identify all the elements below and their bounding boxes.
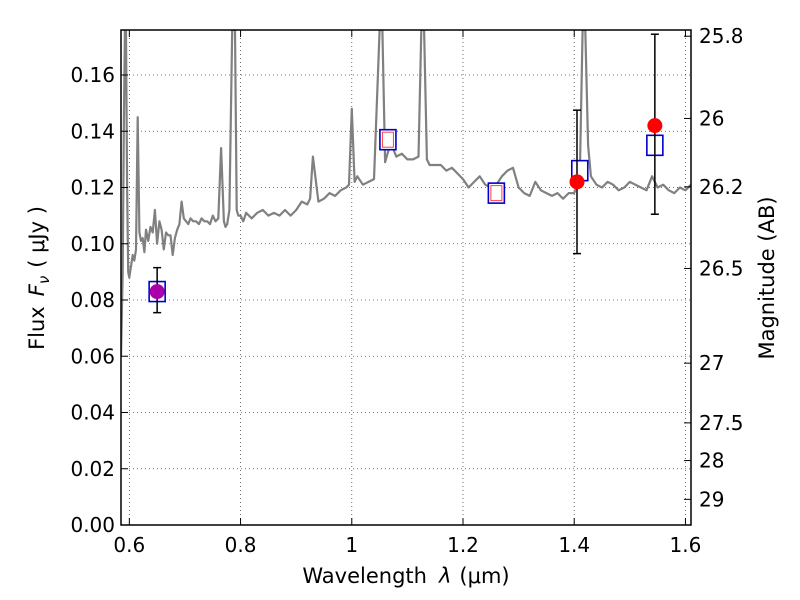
- observed-point: [569, 174, 585, 190]
- marker-layer: [148, 33, 664, 314]
- x-axis-label-unit: (μm): [459, 564, 509, 588]
- y-tick-label: 0.02: [70, 457, 115, 481]
- series-layer: [121, 30, 691, 357]
- y-tick-label: 0.00: [70, 513, 115, 537]
- model-photometry-inner: [490, 185, 503, 202]
- y-axis-label-unit: ( μJy ): [25, 206, 49, 268]
- plot-frame: [120, 29, 692, 526]
- y-tick-label: 0.10: [70, 232, 115, 256]
- y2-tick-label: 27: [699, 351, 724, 375]
- x-axis-label-text: Wavelength: [302, 564, 427, 588]
- y-axis-label: Flux Fν ( μJy ): [25, 206, 53, 350]
- observed-point: [647, 118, 663, 134]
- y2-tick-label: 25.8: [699, 24, 744, 48]
- x-axis-label: Wavelength λ (μm): [302, 564, 509, 588]
- x-axis-label-symbol: λ: [438, 564, 451, 588]
- y2-axis-label: Magnitude (AB): [755, 196, 779, 359]
- x-tick-label: 0.8: [225, 533, 257, 557]
- y2-axis: 25.8 26 26.2 26.5 27 27.5 28 29: [684, 24, 744, 511]
- y2-tick-label: 26.2: [699, 175, 744, 199]
- y2-tick-label: 27.5: [699, 411, 744, 435]
- y-axis-label-symbol: F: [25, 283, 49, 296]
- plot-area: [121, 30, 691, 525]
- y-axis-label-text: Flux: [25, 306, 49, 350]
- x-tick-label: 1: [345, 533, 358, 557]
- y-tick-label: 0.08: [70, 288, 115, 312]
- y2-tick-label: 29: [699, 487, 724, 511]
- model-spectrum-line: [121, 30, 691, 357]
- y-tick-label: 0.14: [70, 119, 115, 143]
- y2-tick-label: 26.5: [699, 256, 744, 280]
- y-tick-label: 0.12: [70, 176, 115, 200]
- y-axis: 0.00 0.02 0.04 0.06 0.08 0.10 0.12 0.14 0.16: [70, 63, 128, 537]
- y-tick-label: 0.16: [70, 63, 115, 87]
- model-photometry-point: [487, 182, 506, 204]
- model-photometry-inner: [381, 131, 394, 148]
- observed-point: [149, 284, 165, 300]
- y-tick-label: 0.04: [70, 401, 115, 425]
- model-photometry-point: [379, 128, 397, 151]
- x-tick-label: 0.6: [113, 533, 145, 557]
- y-tick-label: 0.06: [70, 344, 115, 368]
- y-axis-label-subscript: ν: [35, 276, 53, 284]
- x-axis: 0.6 0.8 1 1.2 1.4 1.6: [113, 30, 701, 557]
- y2-tick-label: 26: [699, 106, 724, 130]
- x-tick-label: 1.2: [447, 533, 479, 557]
- y2-tick-label: 28: [699, 449, 724, 473]
- x-tick-label: 1.6: [670, 533, 702, 557]
- x-tick-label: 1.4: [558, 533, 590, 557]
